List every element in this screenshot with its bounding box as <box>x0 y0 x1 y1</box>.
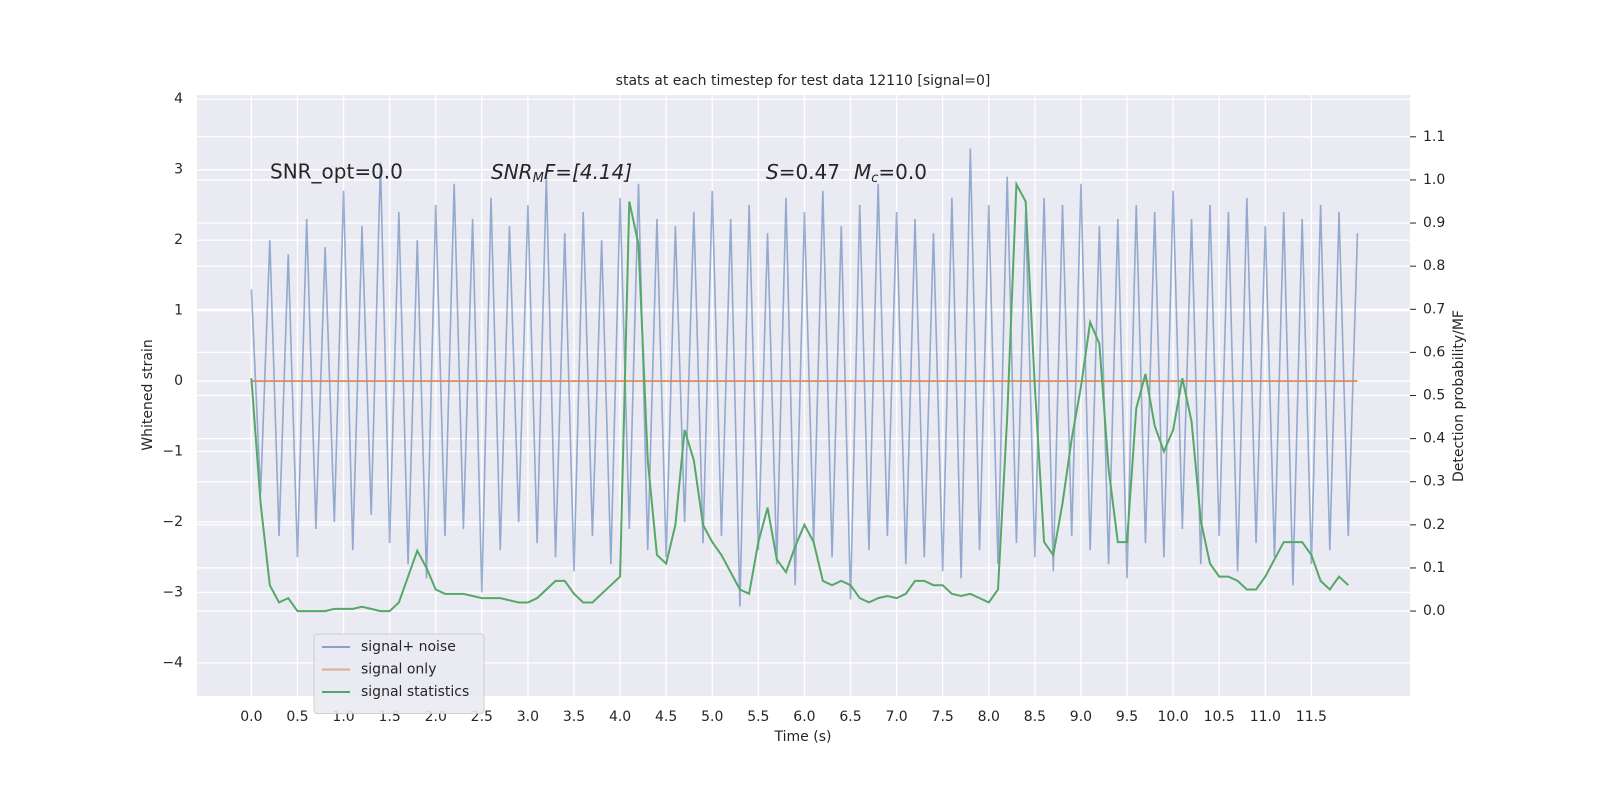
x-tick-label: 9.5 <box>1116 709 1138 725</box>
x-tick-label: 3.0 <box>517 709 539 725</box>
series-line <box>250 180 1349 613</box>
x-tick-label: 8.5 <box>1024 709 1046 725</box>
annotation-part: F=[4.14] <box>544 160 632 184</box>
x-tick-label: 7.5 <box>932 709 954 725</box>
y-axis-label: Whitened strain <box>140 339 156 450</box>
x-tick-label: 0.0 <box>240 709 262 725</box>
y-tick-label: 3 <box>174 162 183 178</box>
legend-label: signal statistics <box>361 684 469 700</box>
annotation: SNRMF=[4.14] <box>491 160 632 186</box>
ticks: 0.0 0.5 1.0 1.5 2.0 2.5 3.0 3.5 4.0 4.5 5.0 5.5 6.0 6… <box>162 91 1445 725</box>
series-line <box>250 148 1359 607</box>
annotation-part: c <box>871 171 878 186</box>
annotation: S=0.47 Mc=0.0 <box>766 160 927 186</box>
legend-label: signal only <box>361 662 436 678</box>
x-tick-label: 5.0 <box>701 709 723 725</box>
x-tick-label: 6.0 <box>793 709 815 725</box>
y2-tick-label: 0.8 <box>1423 258 1445 274</box>
y2-tick-label: 1.1 <box>1423 129 1445 145</box>
x-tick-label: 0.5 <box>286 709 308 725</box>
annotation: SNR_opt=0.0 <box>270 160 403 184</box>
x-tick-label: 4.5 <box>655 709 677 725</box>
y-tick-label: 4 <box>174 91 183 107</box>
annotation-part: S <box>766 160 779 184</box>
x-tick-label: 8.0 <box>978 709 1000 725</box>
y-tick-label: −3 <box>162 584 183 600</box>
chart-title: stats at each timestep for test data 121… <box>616 73 991 89</box>
y2-tick-label: 0.4 <box>1423 431 1445 447</box>
annotation-part: M <box>854 160 871 184</box>
y2-tick-label: 0.6 <box>1423 344 1445 360</box>
legend-label: signal+ noise <box>361 639 456 655</box>
y2-tick-label: 0.5 <box>1423 388 1445 404</box>
annotation-part: SNR <box>491 160 533 184</box>
y2-tick-label: 0.2 <box>1423 517 1445 533</box>
x-tick-label: 11.0 <box>1250 709 1281 725</box>
y-tick-label: 2 <box>174 232 183 248</box>
y2-tick-label: 0.7 <box>1423 301 1445 317</box>
y2-tick-label: 0.0 <box>1423 603 1445 619</box>
y-tick-label: −2 <box>162 514 183 530</box>
x-tick-label: 10.5 <box>1204 709 1235 725</box>
x-tick-label: 4.0 <box>609 709 631 725</box>
x-tick-label: 3.5 <box>563 709 585 725</box>
x-axis-label: Time (s) <box>774 729 832 745</box>
x-tick-label: 9.0 <box>1070 709 1092 725</box>
y2-tick-label: 0.9 <box>1423 215 1445 231</box>
y2-axis-label: Detection probability/MF <box>1451 310 1467 482</box>
y2-tick-label: 0.3 <box>1423 474 1445 490</box>
x-tick-label: 7.0 <box>885 709 907 725</box>
y-tick-label: −1 <box>162 444 183 460</box>
legend: signal+ noise signal only signal statistic… <box>313 633 485 714</box>
legend-box <box>313 633 485 714</box>
annotation-part: M <box>533 171 544 186</box>
x-tick-label: 5.5 <box>747 709 769 725</box>
x-tick-label: 10.0 <box>1158 709 1189 725</box>
annotation-part: =0.47 <box>779 160 840 184</box>
x-tick-label: 11.5 <box>1296 709 1327 725</box>
x-tick-label: 6.5 <box>839 709 861 725</box>
y-tick-label: 1 <box>174 303 183 319</box>
y2-tick-label: 1.0 <box>1423 172 1445 188</box>
annotation-part: =0.0 <box>878 160 927 184</box>
y-tick-label: −4 <box>162 655 183 671</box>
y-tick-label: 0 <box>174 373 183 389</box>
y2-tick-label: 0.1 <box>1423 560 1445 576</box>
marks <box>250 148 1359 613</box>
